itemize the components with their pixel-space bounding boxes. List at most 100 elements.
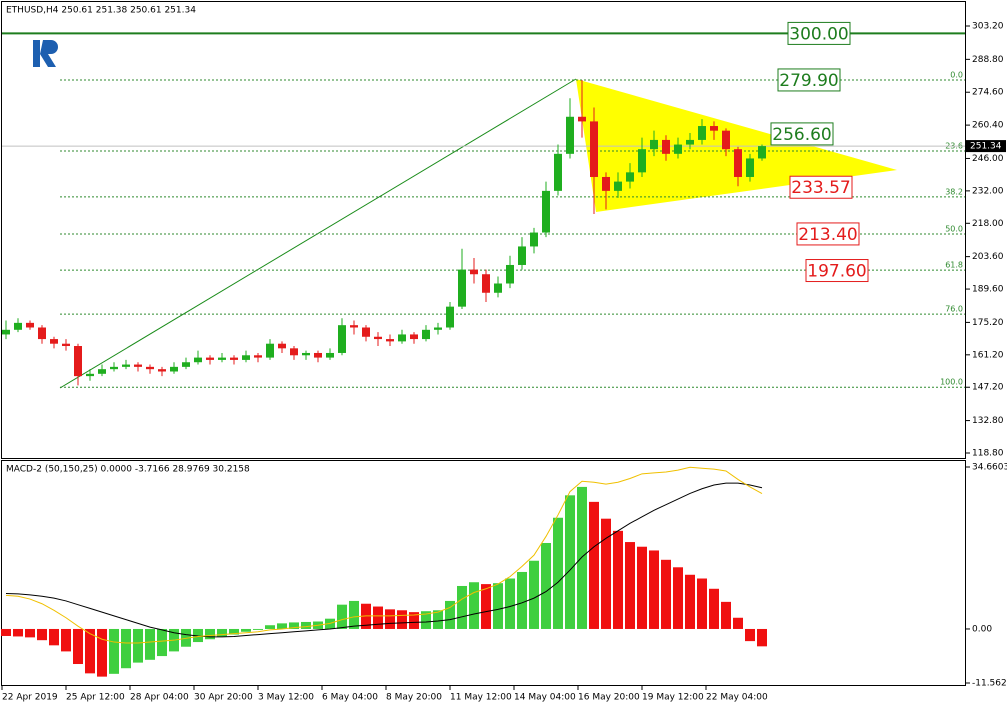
histogram-bar (493, 583, 503, 629)
histogram-bar (577, 486, 587, 629)
candle-body (110, 366, 118, 370)
x-tick-label: 3 May 12:00 (258, 693, 314, 703)
candle-body (302, 352, 310, 356)
histogram-bar (757, 628, 767, 647)
candle-body (458, 269, 466, 307)
candle-body (638, 149, 646, 173)
trend-line (59, 78, 577, 389)
level-box (770, 122, 834, 146)
histogram-bar (37, 628, 47, 641)
candle-body (506, 264, 514, 284)
histogram-bar (205, 628, 215, 640)
candle-body (482, 274, 490, 293)
histogram-bar (25, 628, 35, 638)
histogram-bar (445, 600, 455, 629)
histogram-bar (337, 604, 347, 629)
x-tick-label: 22 Apr 2019 (2, 693, 58, 703)
histogram-bar (457, 585, 467, 629)
candle-body (434, 327, 442, 330)
fib-label: 76.0 (945, 305, 963, 314)
histogram-bar (349, 600, 359, 629)
x-tick-label: 25 Apr 12:00 (66, 693, 125, 703)
histogram-bar (745, 628, 755, 642)
histogram-bar (397, 610, 407, 629)
x-tick-label: 30 Apr 20:00 (194, 693, 253, 703)
level-box (777, 68, 841, 92)
y-tick-label: 0.00 (972, 624, 992, 634)
histogram-bar (697, 578, 707, 629)
histogram-bar (553, 517, 563, 629)
histogram-bar (217, 628, 227, 637)
candle-body (290, 348, 298, 356)
histogram-bar (109, 628, 119, 674)
candle-body (146, 366, 154, 370)
y-tick-label: 274.60 (972, 88, 1004, 98)
last-price-label: 251.34 (970, 142, 1002, 152)
histogram-bar (589, 501, 599, 629)
candle-body (650, 139, 658, 150)
candle-body (674, 144, 682, 154)
candle-body (686, 139, 694, 145)
candle-body (698, 126, 706, 140)
histogram-bar (421, 611, 431, 629)
candle-body (62, 343, 70, 347)
histogram-bar (685, 574, 695, 629)
y-tick-label: 246.00 (972, 154, 1004, 164)
candle-body (242, 355, 250, 360)
candle-body (374, 336, 382, 340)
candle-body (350, 325, 358, 328)
level-box (805, 259, 869, 283)
level-box (789, 175, 853, 199)
level-label: 197.60 (807, 262, 866, 282)
histogram-bar (613, 530, 623, 629)
candle-body (134, 364, 142, 367)
x-tick-label: 28 Apr 04:00 (130, 693, 189, 703)
candle-body (722, 130, 730, 150)
candle-body (590, 121, 598, 177)
y-tick-label: 161.20 (972, 350, 1004, 360)
candle-body (278, 343, 286, 349)
candle-body (746, 158, 754, 177)
indicator-title: MACD-2 (50,150,25) 0.0000 -3.7166 28.976… (6, 465, 250, 475)
x-tick-label: 22 May 04:00 (706, 693, 768, 703)
x-tick-label: 8 May 20:00 (386, 693, 442, 703)
candle-body (74, 346, 82, 377)
level-box (787, 21, 851, 45)
histogram-bar (673, 567, 683, 629)
candle-body (230, 357, 238, 360)
y-tick-label: 232.00 (972, 186, 1004, 196)
histogram-bar (301, 621, 311, 629)
histogram-bar (157, 628, 167, 657)
chart-title: ETHUSD,H4 250.61 251.38 250.61 251.34 (6, 6, 196, 16)
histogram-bar (289, 622, 299, 629)
candle-body (734, 149, 742, 177)
histogram-bar (253, 628, 263, 630)
candle-body (626, 172, 634, 182)
macd-line (5, 482, 763, 638)
candle-body (494, 283, 502, 293)
x-tick-label: 11 May 12:00 (450, 693, 512, 703)
candle-body (710, 126, 718, 131)
histogram-bar (13, 628, 23, 637)
candle-body (614, 181, 622, 191)
fib-label: 38.2 (945, 187, 963, 196)
candle-body (194, 357, 202, 363)
histogram-bar (61, 628, 71, 652)
histogram-bar (409, 612, 419, 629)
histogram-bar (541, 542, 551, 629)
histogram-bar (505, 578, 515, 629)
y-tick-label: -11.5625 (972, 679, 1007, 689)
candle-body (14, 322, 22, 330)
price-panel (1, 1, 966, 459)
candle-body (422, 329, 430, 340)
fib-label: 61.8 (945, 261, 963, 270)
y-tick-label: 218.00 (972, 219, 1004, 229)
x-tick-label: 16 May 20:00 (578, 693, 640, 703)
x-tick-label: 19 May 12:00 (642, 693, 704, 703)
x-tick-label: 14 May 04:00 (514, 693, 576, 703)
histogram-bar (637, 546, 647, 629)
y-tick-label: 203.60 (972, 252, 1004, 262)
histogram-bar (73, 628, 83, 665)
